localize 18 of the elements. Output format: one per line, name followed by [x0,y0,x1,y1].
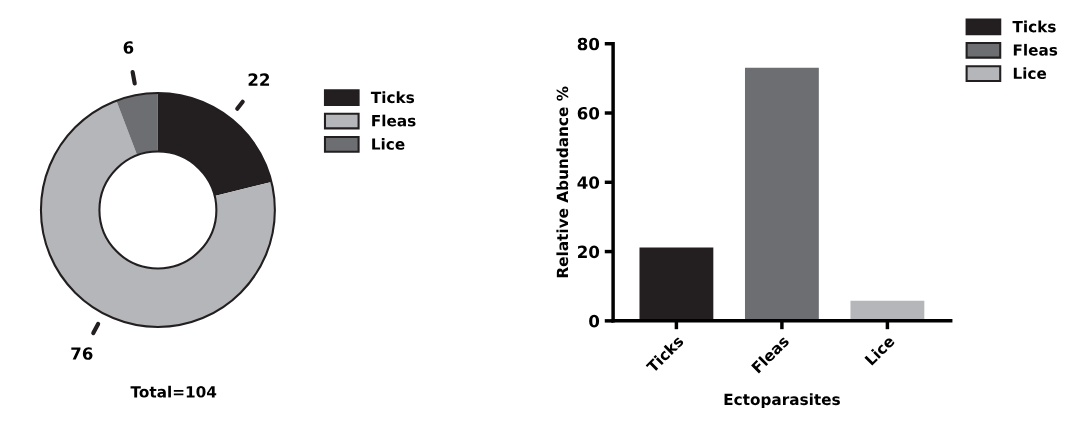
text: Total=104 [130,385,217,398]
data-label: 22 [248,73,270,86]
legend-label: Ticks [1012,20,1056,33]
x-axis-title: Ectoparasites [724,393,840,409]
y-tick-label: 40 [577,176,600,189]
legend-label: Fleas [1013,43,1058,56]
y-tick-label: 80 [577,37,600,51]
donut-slice [116,93,158,156]
y-axis-title: Relative Abundance % [556,86,569,278]
data-label: 6 [123,41,134,54]
legend-label: Fleas [372,114,416,127]
y-tick-label: 60 [577,106,600,120]
legend-label: Lice [1013,67,1047,80]
legend-label: Ticks [370,91,415,104]
y-tick-label: 0 [589,314,600,328]
y-tick-label: 20 [578,245,600,259]
legend-label: Lice [372,137,405,150]
data-label: 76 [71,347,93,360]
